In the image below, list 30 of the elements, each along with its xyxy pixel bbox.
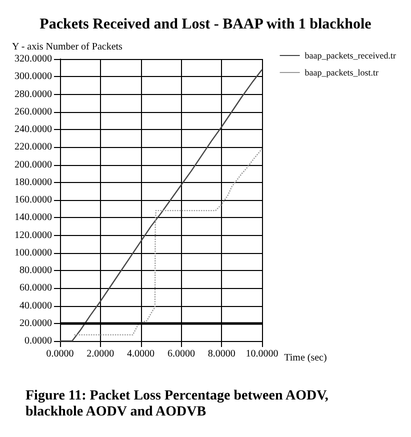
legend-label: baap_packets_received.tr [304,50,396,60]
x-tick-label: 0.0000 [46,348,74,360]
x-axis-title: Time (sec) [284,352,327,364]
y-tick-label: 100.0000 [14,247,52,258]
y-tick-label: 320.0000 [14,54,52,64]
y-tick-label: 180.0000 [14,176,52,188]
x-tick-label: 10.0000 [246,348,278,360]
x-tick-label: 6.0000 [167,348,195,360]
line-series [74,148,263,336]
y-tick-label: 140.0000 [14,212,52,224]
x-tick-label: 2.0000 [86,348,114,360]
chart-title: Packets Received and Lost - BAAP with 1 blackhole [40,16,372,32]
y-tick-label: 200.0000 [14,159,52,170]
x-tick-label: 8.0000 [208,348,236,360]
y-tick-label: 0.0000 [24,336,52,346]
caption: Figure 11: Packet Loss Percentage between AODV, blackhole AODV and AODVB [26,388,332,420]
y-tick-label: 280.0000 [14,88,52,100]
y-tick-label: 260.0000 [14,106,52,118]
y-tick-label: 80.0000 [20,265,52,276]
y-tick-label: 60.0000 [20,282,52,294]
y-tick-label: 20.0000 [20,318,52,329]
y-tick-label: 40.0000 [20,300,52,312]
y-tick-label: 120.0000 [14,230,52,241]
x-tick-label: 4.0000 [127,348,155,360]
y-tick-label: 220.0000 [14,142,52,153]
y-tick-label: 240.0000 [14,124,52,135]
legend-label: baap_packets_lost.tr [304,68,379,78]
y-axis-title: Y - axis Number of Packets [12,42,123,52]
y-tick-label: 160.0000 [14,194,52,206]
y-tick-label: 300.0000 [14,71,52,82]
